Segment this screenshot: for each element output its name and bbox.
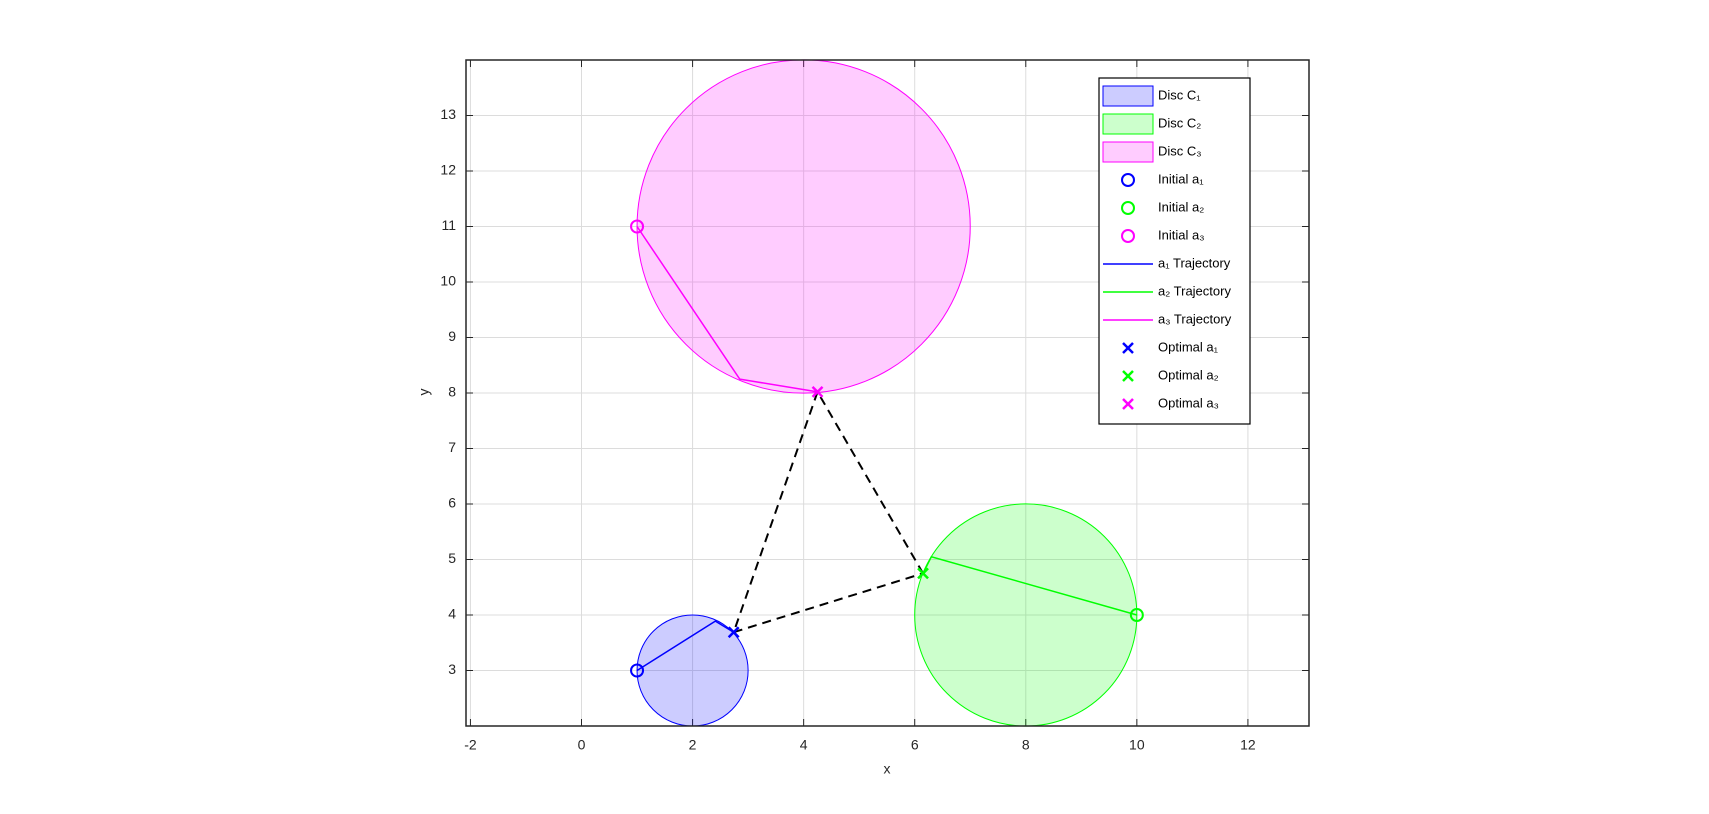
x-axis-label: x (884, 761, 891, 777)
y-axis-label: y (416, 389, 432, 396)
connection-line (732, 391, 819, 633)
legend-label: Optimal a₃ (1158, 395, 1219, 410)
connection-line (816, 391, 924, 574)
legend-swatch (1122, 370, 1134, 382)
y-tick-label: 4 (448, 606, 456, 622)
cross-stroke (1122, 370, 1134, 382)
legend-label: Optimal a₂ (1158, 367, 1219, 382)
legend-swatch (1122, 342, 1134, 354)
y-tick-label: 6 (448, 495, 456, 511)
optimal-point (727, 626, 740, 639)
x-tick-label: 4 (800, 737, 808, 753)
y-tick-label: 8 (448, 384, 456, 400)
optimal-point (811, 386, 824, 398)
y-tick-label: 9 (448, 328, 456, 344)
legend-label: Optimal a₁ (1158, 339, 1219, 354)
disc (636, 59, 971, 394)
cross-stroke (917, 567, 929, 580)
legend-swatch (1102, 113, 1154, 135)
x-tick-label: 8 (1022, 737, 1030, 753)
initial-point (1129, 608, 1144, 622)
cross-stroke (811, 386, 824, 398)
legend-label: Initial a₁ (1158, 171, 1204, 186)
legend-swatch (1121, 173, 1135, 187)
legend-label: a₃ Trajectory (1158, 311, 1232, 326)
cross-stroke (727, 626, 740, 639)
disc (914, 503, 1138, 727)
y-tick-label: 13 (440, 106, 456, 122)
legend-label: a₁ Trajectory (1158, 255, 1231, 270)
trajectory (922, 555, 1138, 616)
y-tick-label: 3 (448, 661, 456, 677)
cross-stroke (1122, 398, 1134, 410)
x-tick-label: 0 (578, 737, 586, 753)
legend-swatch (1102, 85, 1154, 107)
legend-label: Disc C₂ (1158, 115, 1201, 130)
x-tick-label: 10 (1129, 737, 1145, 753)
x-tick-label: -2 (464, 737, 477, 753)
plot-frame (465, 59, 1310, 727)
legend-label: Disc C₁ (1158, 87, 1201, 102)
y-tick-label: 12 (440, 162, 456, 178)
legend: Disc C₁ Disc C₂ Disc C₃ Initial a₁ Initial a… (1098, 77, 1251, 425)
legend-swatch (1121, 201, 1135, 215)
legend-swatch (1121, 229, 1135, 243)
legend-label: Initial a₃ (1158, 227, 1204, 242)
trajectory (636, 620, 735, 672)
x-tick-label: 2 (689, 737, 697, 753)
y-tick-label: 10 (440, 273, 456, 289)
cross-stroke (1122, 342, 1134, 354)
connection-line (733, 572, 924, 634)
legend-box (1098, 77, 1251, 425)
x-tick-label: 12 (1240, 737, 1256, 753)
legend-swatch (1122, 398, 1134, 410)
initial-point (630, 663, 645, 678)
legend-swatch (1102, 141, 1154, 163)
legend-label: Initial a₂ (1158, 199, 1204, 214)
initial-point (630, 219, 645, 234)
optimal-point (917, 567, 929, 580)
legend-label: a₂ Trajectory (1158, 283, 1231, 298)
y-tick-label: 11 (441, 217, 456, 233)
trajectory (636, 226, 818, 393)
y-tick-label: 5 (448, 550, 456, 566)
x-tick-label: 6 (911, 737, 919, 753)
legend-label: Disc C₃ (1158, 143, 1202, 158)
y-tick-label: 7 (448, 439, 456, 455)
